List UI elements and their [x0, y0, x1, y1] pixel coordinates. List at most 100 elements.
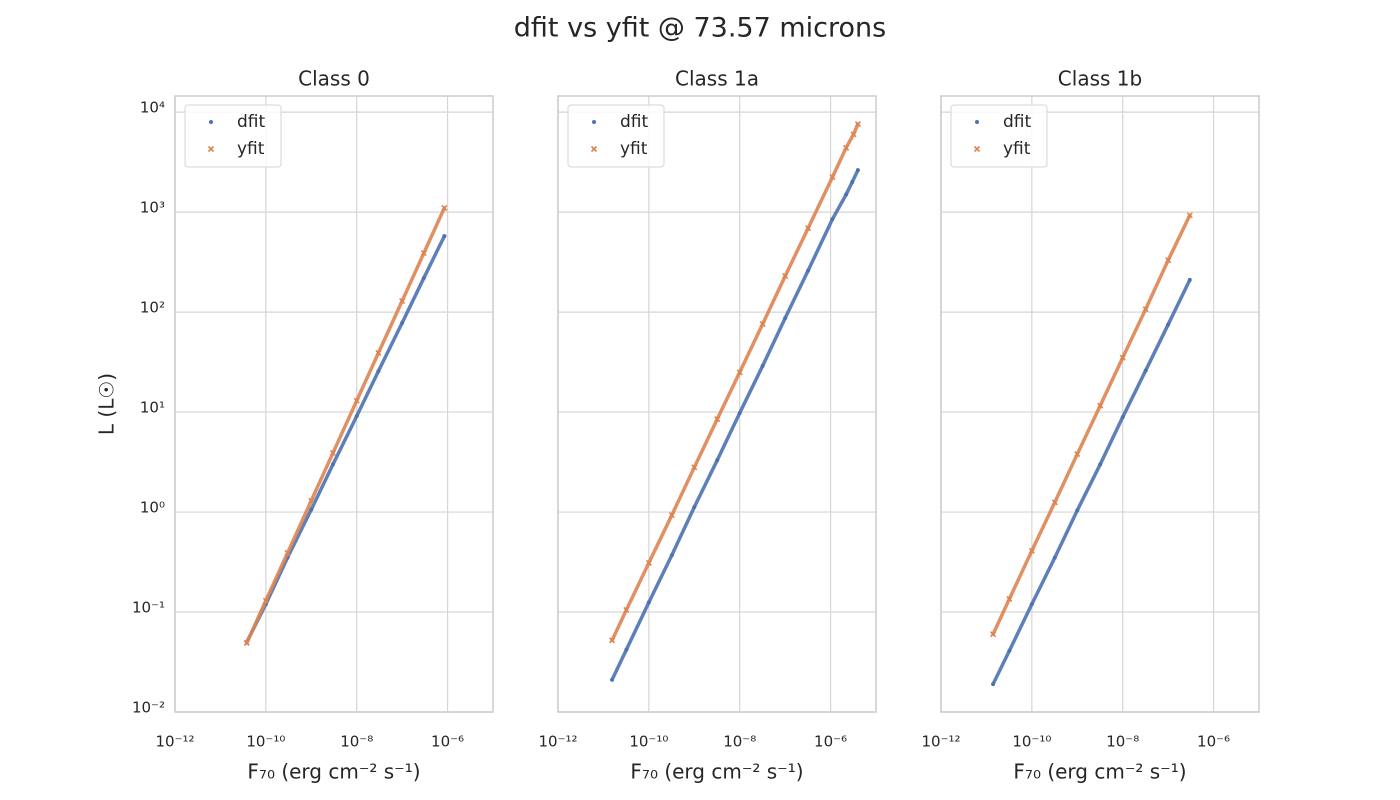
x-axis-label: F₇₀ (erg cm⁻² s⁻¹)	[247, 760, 420, 784]
data-point	[400, 320, 405, 325]
x-tick-label: 10⁻¹²	[921, 733, 960, 751]
data-point	[715, 458, 720, 463]
data-point	[1187, 277, 1192, 282]
legend-box	[950, 104, 1048, 168]
data-point	[1120, 415, 1125, 420]
data-point	[441, 204, 448, 212]
legend-label: dfit	[620, 112, 648, 132]
series-trace	[991, 213, 1192, 636]
y-tick-label: 10¹	[140, 399, 165, 417]
data-point	[1029, 602, 1034, 607]
series-trace	[991, 278, 1192, 686]
data-point	[1075, 508, 1080, 513]
data-point	[309, 507, 314, 512]
x-axis-label: F₇₀ (erg cm⁻² s⁻¹)	[630, 760, 803, 784]
data-point	[1143, 368, 1148, 373]
data-point	[990, 631, 997, 638]
data-point	[850, 180, 855, 185]
data-point	[375, 349, 382, 357]
data-point	[646, 600, 651, 605]
data-point	[737, 410, 742, 415]
legend-marker	[975, 120, 979, 124]
data-point	[284, 549, 291, 556]
x-tick-label: 10⁻¹²	[538, 733, 577, 751]
legend-label: yfit	[1003, 139, 1031, 159]
data-point	[1007, 648, 1012, 653]
data-point	[1052, 555, 1057, 560]
y-tick-label: 10⁻¹	[132, 599, 165, 617]
figure-title: dfit vs yfit @ 73.57 microns	[514, 13, 886, 44]
data-point	[691, 464, 698, 471]
data-point	[376, 369, 381, 374]
data-point	[610, 677, 615, 682]
data-point	[1119, 354, 1126, 361]
data-point	[843, 144, 850, 151]
legend-label: yfit	[237, 139, 265, 159]
data-point	[736, 369, 743, 376]
data-point	[1051, 499, 1058, 506]
plot-frame	[174, 95, 494, 713]
data-point	[829, 174, 836, 181]
data-point	[830, 217, 835, 222]
legend-marker	[592, 120, 596, 124]
x-tick-label: 10⁻¹⁰	[1012, 733, 1051, 751]
data-point	[1142, 306, 1149, 313]
x-tick-label: 10⁻⁶	[814, 733, 847, 751]
data-point	[854, 120, 861, 128]
x-tick-label: 10⁻¹⁰	[246, 733, 285, 751]
subplot-title: Class 1b	[1058, 67, 1142, 91]
data-point	[442, 234, 447, 239]
data-point	[806, 268, 811, 273]
legend-marker	[209, 120, 213, 124]
data-point	[692, 505, 697, 510]
legend-box	[184, 104, 282, 168]
legend-marker	[590, 145, 598, 153]
series-trace	[610, 168, 860, 682]
data-point	[330, 462, 335, 467]
y-tick-label: 10⁰	[140, 499, 165, 517]
data-point	[669, 553, 674, 558]
subplot-title: Class 1a	[675, 67, 759, 91]
data-point	[991, 682, 996, 687]
x-tick-label: 10⁻⁸	[723, 733, 756, 751]
plot-frame	[557, 95, 877, 713]
legend-marker	[207, 145, 215, 153]
y-axis-label: L (L☉)	[95, 373, 119, 435]
data-point	[850, 131, 857, 138]
x-tick-label: 10⁻⁶	[1197, 733, 1230, 751]
data-point	[1165, 257, 1172, 264]
y-tick-label: 10³	[140, 199, 165, 217]
data-point	[421, 276, 426, 281]
data-point	[855, 168, 860, 173]
data-point	[623, 606, 630, 613]
data-point	[782, 273, 789, 280]
data-point	[1166, 322, 1171, 327]
data-point	[399, 297, 406, 305]
data-point	[1028, 547, 1035, 554]
data-point	[1186, 212, 1193, 219]
data-point	[354, 414, 359, 419]
legend-marker	[973, 145, 981, 153]
data-point	[714, 416, 721, 423]
data-point	[609, 637, 616, 644]
y-tick-label: 10⁴	[140, 99, 165, 117]
data-point	[759, 320, 766, 328]
data-point	[262, 597, 269, 604]
x-tick-label: 10⁻⁸	[1106, 733, 1139, 751]
x-tick-label: 10⁻⁶	[431, 733, 464, 751]
x-tick-label: 10⁻¹²	[155, 733, 194, 751]
data-point	[783, 316, 788, 321]
data-point	[329, 449, 337, 457]
x-tick-label: 10⁻¹⁰	[629, 733, 668, 751]
data-point	[844, 192, 849, 197]
data-point	[1074, 451, 1081, 458]
x-tick-label: 10⁻⁸	[340, 733, 373, 751]
subplot-title: Class 0	[298, 67, 370, 91]
data-point	[353, 397, 360, 404]
data-point	[1098, 462, 1103, 467]
x-axis-label: F₇₀ (erg cm⁻² s⁻¹)	[1013, 760, 1186, 784]
data-point	[420, 250, 427, 257]
data-point	[624, 647, 629, 652]
legend-label: dfit	[237, 112, 265, 132]
